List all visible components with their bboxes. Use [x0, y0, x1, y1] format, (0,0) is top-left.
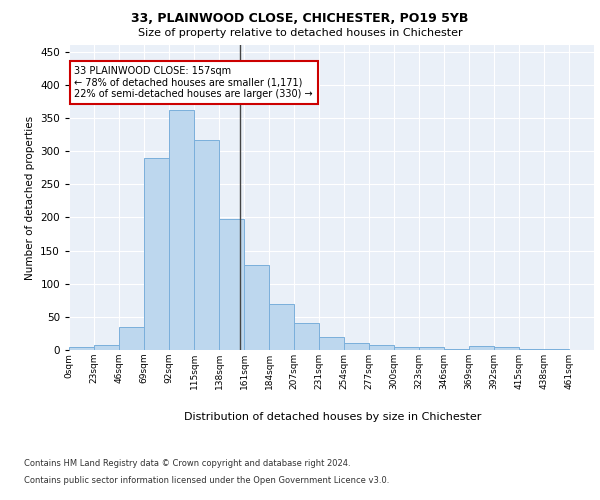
Text: Contains HM Land Registry data © Crown copyright and database right 2024.: Contains HM Land Registry data © Crown c…: [24, 458, 350, 468]
Bar: [144, 158, 169, 350]
Bar: [369, 346, 394, 350]
Bar: [544, 348, 569, 350]
Bar: [394, 346, 419, 350]
Text: 33, PLAINWOOD CLOSE, CHICHESTER, PO19 5YB: 33, PLAINWOOD CLOSE, CHICHESTER, PO19 5Y…: [131, 12, 469, 26]
Bar: [344, 342, 369, 350]
Bar: [194, 140, 219, 350]
Text: Distribution of detached houses by size in Chichester: Distribution of detached houses by size …: [184, 412, 482, 422]
Bar: [419, 348, 444, 350]
Bar: [519, 348, 544, 350]
Text: Contains public sector information licensed under the Open Government Licence v3: Contains public sector information licen…: [24, 476, 389, 485]
Bar: [469, 346, 494, 350]
Bar: [169, 110, 194, 350]
Text: Size of property relative to detached houses in Chichester: Size of property relative to detached ho…: [137, 28, 463, 38]
Bar: [69, 348, 94, 350]
Bar: [219, 220, 244, 350]
Text: 33 PLAINWOOD CLOSE: 157sqm
← 78% of detached houses are smaller (1,171)
22% of s: 33 PLAINWOOD CLOSE: 157sqm ← 78% of deta…: [74, 66, 313, 100]
Bar: [294, 323, 319, 350]
Bar: [494, 346, 519, 350]
Y-axis label: Number of detached properties: Number of detached properties: [25, 116, 35, 280]
Bar: [119, 327, 144, 350]
Bar: [94, 346, 119, 350]
Bar: [269, 304, 294, 350]
Bar: [319, 336, 344, 350]
Bar: [244, 265, 269, 350]
